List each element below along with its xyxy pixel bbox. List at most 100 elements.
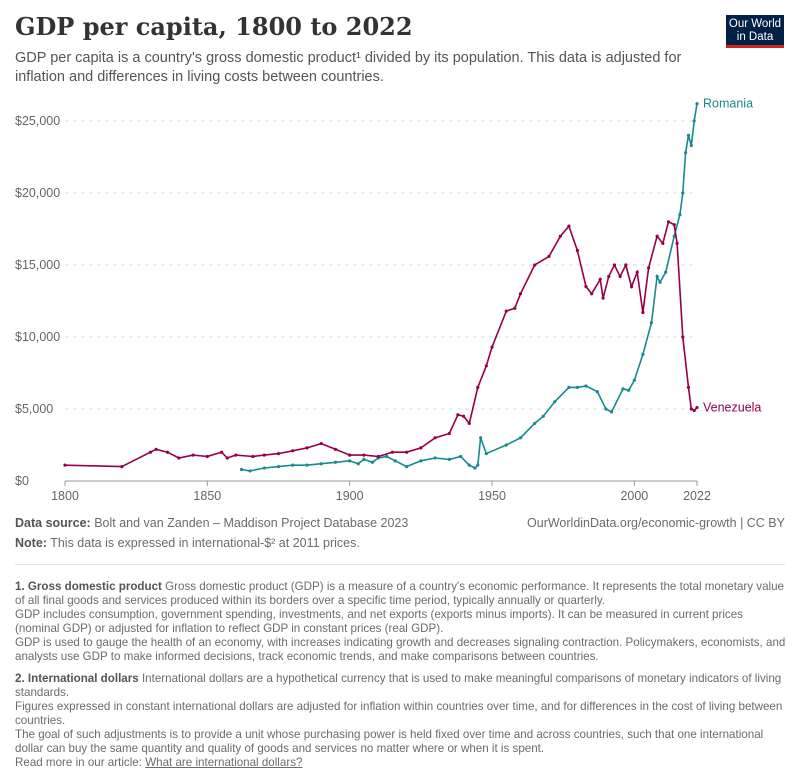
data-point [225, 456, 229, 460]
data-point [692, 408, 696, 413]
data-point [627, 388, 631, 392]
footnotes: 1. Gross domestic product Gross domestic… [15, 580, 790, 778]
series-label: Romania [703, 97, 753, 111]
data-point [154, 447, 158, 451]
data-point [504, 309, 508, 313]
divider [15, 564, 785, 565]
data-source: Data source: Bolt and van Zanden – Maddi… [15, 516, 409, 530]
data-point [695, 405, 699, 410]
data-point [598, 277, 602, 281]
data-point [205, 454, 209, 459]
data-point [518, 436, 523, 440]
data-point [447, 431, 451, 436]
data-point [120, 465, 124, 469]
data-point [658, 280, 662, 284]
data-point [632, 378, 636, 382]
data-point [695, 102, 699, 106]
line-chart: $0 $5,000 $10,000 $15,000 $20,000 $25,000 1800… [15, 97, 761, 503]
y-tick-label: $0 [15, 474, 29, 488]
data-point [604, 407, 608, 411]
data-point [390, 450, 394, 454]
data-point [504, 443, 508, 447]
chart-title: GDP per capita, 1800 to 2022 [15, 12, 413, 41]
data-point [333, 447, 338, 451]
data-point [484, 364, 488, 368]
data-point [319, 462, 323, 466]
data-point [476, 385, 480, 389]
data-point [291, 449, 295, 453]
data-point [672, 234, 676, 238]
x-tick-label: 1950 [478, 489, 506, 503]
data-point [681, 191, 685, 195]
data-point [305, 463, 309, 467]
data-point [533, 263, 537, 267]
data-point [664, 270, 668, 274]
data-point [541, 414, 545, 418]
data-point [447, 457, 451, 461]
data-point [191, 453, 195, 457]
data-point [319, 441, 323, 446]
data-point [148, 450, 153, 454]
data-point [635, 270, 639, 274]
data-point [433, 436, 437, 440]
data-point [618, 274, 622, 279]
data-point [547, 254, 551, 258]
data-point [655, 234, 659, 238]
data-point [661, 241, 665, 245]
source-url[interactable]: OurWorldinData.org/economic-growth | CC … [527, 516, 785, 530]
data-point [647, 266, 651, 270]
owid-logo[interactable]: Our World in Data [726, 15, 784, 48]
data-point [575, 385, 580, 389]
data-point [678, 213, 682, 217]
data-point [590, 292, 594, 296]
data-point [459, 454, 463, 459]
data-point [467, 463, 471, 467]
data-point [655, 274, 659, 279]
data-point [567, 224, 571, 228]
data-point [393, 459, 397, 463]
data-point [405, 450, 409, 454]
data-point [305, 446, 309, 450]
data-point [262, 466, 266, 470]
data-point [629, 285, 634, 289]
y-tick-label: $10,000 [15, 330, 60, 344]
data-point [689, 143, 693, 148]
data-point [476, 463, 480, 467]
data-point [584, 285, 588, 289]
data-point [595, 390, 599, 394]
data-point [686, 133, 691, 137]
data-point [405, 465, 409, 469]
data-point [362, 457, 366, 461]
data-point [177, 456, 181, 460]
series-line-venezuela [64, 220, 698, 468]
y-tick-label: $15,000 [15, 258, 60, 272]
data-point [666, 220, 671, 224]
data-point [461, 414, 466, 418]
data-point [385, 454, 389, 459]
data-point [419, 446, 423, 450]
data-point [609, 410, 614, 414]
data-point [276, 465, 281, 469]
data-point [356, 462, 360, 466]
international-dollars-link[interactable]: What are international dollars? [145, 756, 303, 769]
data-point [433, 456, 437, 460]
series-label: Venezuela [703, 401, 761, 415]
data-point [689, 407, 693, 411]
data-point [219, 450, 224, 454]
data-point [262, 453, 266, 457]
data-point [473, 466, 477, 470]
x-tick-label: 1850 [193, 489, 221, 503]
data-point [624, 263, 628, 267]
footnote-1: 1. Gross domestic product Gross domestic… [15, 580, 786, 663]
data-point [567, 385, 571, 389]
data-point [607, 274, 611, 279]
footnote-2: 2. International dollars International d… [15, 672, 783, 769]
data-point [553, 400, 557, 404]
data-point [467, 421, 471, 425]
data-point [419, 459, 423, 463]
data-point [348, 453, 352, 457]
y-tick-label: $25,000 [15, 114, 60, 128]
data-point [681, 335, 685, 339]
series-line-romania [241, 103, 698, 472]
data-point [641, 310, 645, 315]
